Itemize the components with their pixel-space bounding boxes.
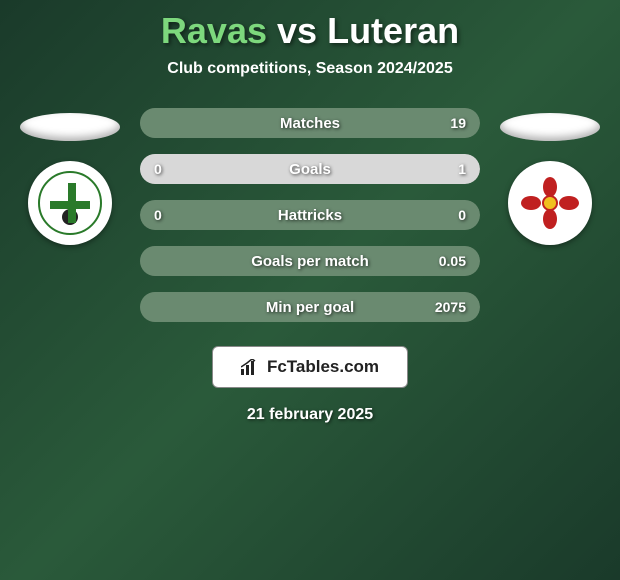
stat-label: Hattricks	[278, 207, 342, 224]
skalica-badge-icon	[38, 171, 102, 235]
flower-icon	[530, 183, 570, 223]
stat-right-value: 1	[458, 161, 466, 177]
title-row: Ravas vs Luteran	[161, 10, 459, 52]
stat-left-value: 0	[154, 161, 162, 177]
stat-row: Min per goal 2075	[140, 292, 480, 322]
stat-right-value: 2075	[435, 299, 466, 315]
stat-label: Goals per match	[251, 253, 369, 270]
comparison-card: Ravas vs Luteran Club competitions, Seas…	[0, 0, 620, 434]
vs-text: vs	[277, 10, 317, 51]
stat-right-value: 0	[458, 207, 466, 223]
ruzomberok-badge-icon	[518, 171, 582, 235]
stats-list: Matches 19 0 Goals 1 0 Hattricks 0 Goals per mat…	[140, 108, 480, 322]
stat-right-value: 0.05	[439, 253, 466, 269]
stat-right-value: 19	[450, 115, 466, 131]
stat-row: 0 Goals 1	[140, 154, 480, 184]
stat-left-value: 0	[154, 207, 162, 223]
content-row: Matches 19 0 Goals 1 0 Hattricks 0 Goals per mat…	[0, 108, 620, 322]
right-column	[500, 113, 600, 245]
stat-label: Goals	[289, 161, 331, 178]
stat-row: Goals per match 0.05	[140, 246, 480, 276]
right-club-crest	[508, 161, 592, 245]
stat-label: Min per goal	[266, 299, 354, 316]
player-right-name: Luteran	[327, 10, 459, 51]
stat-label: Matches	[280, 115, 340, 132]
right-player-silhouette	[500, 113, 600, 141]
brand-badge: FcTables.com	[212, 346, 408, 388]
ball-icon	[62, 209, 78, 225]
date-text: 21 february 2025	[247, 406, 373, 424]
stat-row: Matches 19	[140, 108, 480, 138]
subtitle: Club competitions, Season 2024/2025	[167, 60, 452, 78]
left-club-crest	[28, 161, 112, 245]
brand-text: FcTables.com	[267, 357, 379, 377]
left-column	[20, 113, 120, 245]
player-left-name: Ravas	[161, 10, 267, 51]
stat-row: 0 Hattricks 0	[140, 200, 480, 230]
left-player-silhouette	[20, 113, 120, 141]
bar-chart-icon	[241, 359, 259, 375]
